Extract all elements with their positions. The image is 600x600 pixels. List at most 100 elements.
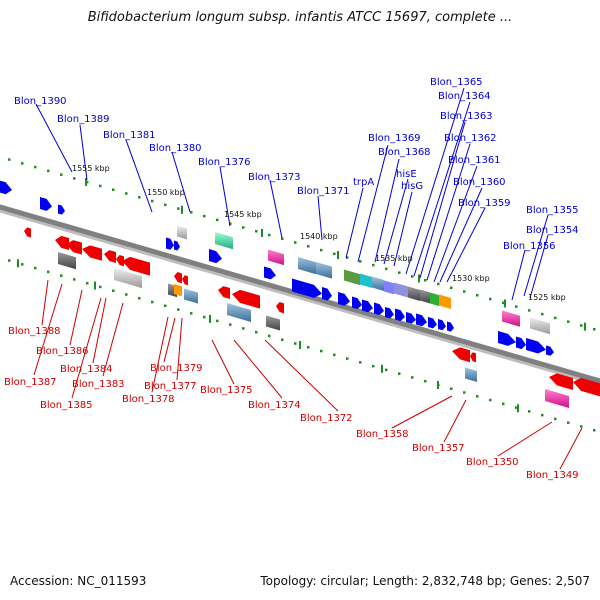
forward-gene-arrow xyxy=(338,292,350,306)
forward-gene-label: hisE xyxy=(396,169,417,180)
reverse-scale-rail-dot xyxy=(424,379,427,383)
scale-label: 1535 kbp xyxy=(375,254,413,263)
gene-box xyxy=(58,252,76,270)
reverse-gene-arrow xyxy=(182,275,188,286)
reverse-scale-rail-dot xyxy=(125,293,128,296)
forward-gene-label: Blon_1360 xyxy=(453,177,506,188)
leader-line xyxy=(211,339,235,385)
reverse-scale-rail-dot xyxy=(541,413,544,417)
gene-box xyxy=(344,269,360,286)
reverse-scale-rail-dot xyxy=(411,376,414,379)
leader-line xyxy=(497,421,553,457)
forward-scale-rail-dot xyxy=(203,214,206,218)
leader-line xyxy=(269,179,283,239)
forward-gene-arrow xyxy=(292,278,322,298)
forward-scale-rail-dot xyxy=(333,252,336,256)
reverse-scale-rail-dot xyxy=(242,327,245,330)
leader-line xyxy=(151,316,169,393)
gene-box xyxy=(372,276,384,291)
reverse-gene-label: Blon_1379 xyxy=(150,363,203,374)
forward-gene-label: Blon_1362 xyxy=(444,133,497,144)
forward-scale-rail-dot xyxy=(99,184,102,188)
reverse-scale-rail-dot xyxy=(450,387,453,390)
backbone-shadow xyxy=(0,207,600,387)
gene-box xyxy=(465,367,477,382)
leader-line xyxy=(264,339,339,412)
forward-gene-arrow xyxy=(385,307,394,319)
reverse-scale-rail-dot xyxy=(164,304,167,308)
reverse-gene-label: Blon_1375 xyxy=(200,385,253,396)
forward-gene-arrow xyxy=(374,302,384,316)
reverse-scale-rail-dot xyxy=(489,398,492,402)
reverse-scale-rail-dot xyxy=(476,395,479,398)
reverse-gene-arrow xyxy=(122,256,150,276)
gene-box xyxy=(439,294,451,309)
gene-box xyxy=(177,225,187,240)
forward-gene-label: Blon_1390 xyxy=(14,96,67,107)
reverse-scale-rail-dot xyxy=(21,263,24,266)
reverse-scale-rail-dot xyxy=(268,334,271,338)
forward-gene-label: Blon_1356 xyxy=(503,241,556,252)
reverse-scale-rail-dot xyxy=(307,346,310,349)
leader-line xyxy=(176,317,183,381)
forward-scale-rail-dot xyxy=(73,177,76,180)
reverse-scale-rail-dot xyxy=(8,259,11,262)
reverse-gene-label: Blon_1372 xyxy=(300,413,353,424)
leader-line xyxy=(102,302,124,377)
forward-gene-arrow xyxy=(58,204,65,215)
forward-scale-rail-dot xyxy=(216,218,219,222)
gene-box xyxy=(114,268,142,289)
forward-gene-arrow xyxy=(438,319,446,331)
reverse-scale-rail-dot xyxy=(463,391,466,394)
reverse-scale-rail-dot xyxy=(294,342,297,345)
leader-line xyxy=(233,339,283,399)
gene-box xyxy=(174,284,182,297)
forward-scale-rail-dot xyxy=(437,282,440,286)
leader-line xyxy=(426,143,471,281)
reverse-gene-arrow xyxy=(82,245,102,261)
forward-gene-arrow xyxy=(174,240,180,251)
leader-line xyxy=(33,283,63,376)
leader-line xyxy=(92,297,107,364)
forward-gene-label: Blon_1376 xyxy=(198,157,251,168)
forward-gene-arrow xyxy=(526,338,546,354)
leader-line xyxy=(413,101,471,277)
reverse-scale-rail-dot xyxy=(190,312,193,315)
forward-scale-rail-dot xyxy=(242,226,245,229)
forward-gene-label: Blon_1381 xyxy=(103,130,156,141)
reverse-gene-label: Blon_1378 xyxy=(122,394,175,405)
reverse-scale-rail-dot xyxy=(515,406,518,409)
leader-line xyxy=(393,191,413,267)
forward-gene-arrow xyxy=(40,197,52,211)
reverse-scale-rail-dot xyxy=(593,428,596,432)
forward-scale-rail-dot xyxy=(190,211,193,214)
forward-gene-label: Blon_1368 xyxy=(378,147,431,158)
forward-gene-label: Blon_1389 xyxy=(57,114,110,125)
forward-scale-rail-dot xyxy=(177,207,180,210)
gene-box xyxy=(530,317,550,335)
reverse-scale-rail-dot xyxy=(398,372,401,375)
reverse-scale-rail-dot xyxy=(359,361,362,364)
gene-box xyxy=(545,389,569,408)
forward-scale-rail-dot xyxy=(8,158,11,161)
forward-scale-rail-dot xyxy=(463,290,466,293)
reverse-scale-rail-dot xyxy=(346,357,349,360)
reverse-scale-rail-dot xyxy=(73,278,76,281)
leader-line xyxy=(419,121,466,279)
forward-gene-label: Blon_1355 xyxy=(526,205,579,216)
forward-gene-arrow xyxy=(447,321,454,332)
leader-line xyxy=(374,158,400,263)
forward-scale-rail-dot xyxy=(541,312,544,316)
gene-box xyxy=(316,262,332,279)
leader-line xyxy=(69,289,83,346)
forward-scale-rail-dot xyxy=(307,245,310,248)
leader-line xyxy=(391,395,453,429)
reverse-scale-rail-dot xyxy=(229,323,232,326)
reverse-scale-rail-dot xyxy=(34,266,37,270)
reverse-scale-rail-dot xyxy=(177,308,180,311)
forward-gene-arrow xyxy=(416,313,427,327)
forward-scale-rail-dot xyxy=(268,233,271,237)
forward-scale-rail-dot xyxy=(229,222,232,225)
forward-scale-rail-dot xyxy=(554,316,557,320)
forward-gene-arrow xyxy=(498,331,516,346)
